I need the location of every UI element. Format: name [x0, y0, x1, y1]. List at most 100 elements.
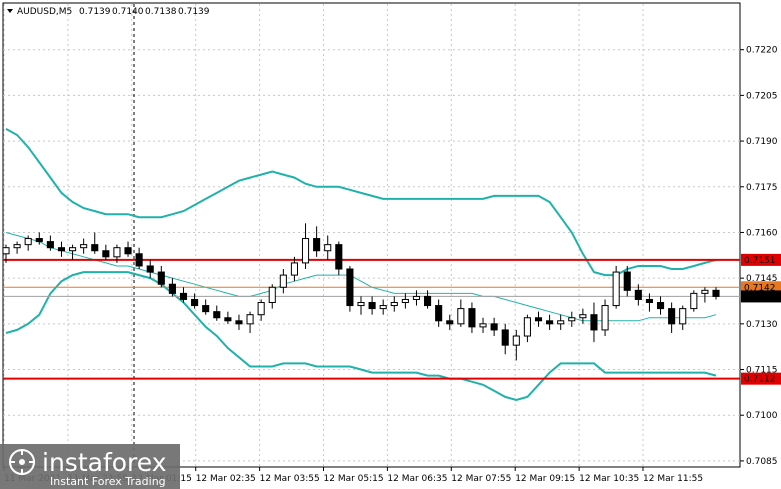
watermark-brand: instaforex — [42, 448, 167, 477]
candle-body — [168, 283, 176, 294]
candle-body — [2, 247, 10, 255]
candle-body — [191, 298, 199, 307]
candle-body — [579, 314, 587, 319]
ohlc-open: 0.7139 — [79, 7, 111, 17]
candle-body — [224, 317, 232, 322]
candle-body — [279, 274, 287, 288]
candle-body — [13, 244, 21, 249]
y-tick-label: 0.7220 — [746, 46, 778, 56]
candle-body — [523, 317, 531, 337]
candle-body — [546, 320, 554, 325]
candle-body — [102, 250, 110, 258]
candle-body — [435, 305, 443, 322]
x-tick-label: 12 Mar 02:35 — [196, 474, 256, 484]
instaforex-logo-icon — [9, 449, 35, 475]
candle-body — [202, 305, 210, 313]
y-tick-label: 0.7085 — [746, 457, 778, 467]
ohlc-close: 0.7139 — [178, 7, 210, 17]
candle-body — [634, 289, 642, 300]
indicators — [5, 128, 717, 402]
symbol-label: AUDUSD,M5 — [17, 7, 72, 17]
candle-body — [645, 298, 653, 304]
current-price-tag-bg — [741, 290, 781, 303]
candle-body — [668, 308, 676, 325]
candle-body — [568, 317, 576, 322]
y-tick-label: 0.7100 — [746, 411, 778, 421]
x-tick-label: 12 Mar 11:55 — [643, 474, 703, 484]
candle-body — [601, 305, 609, 331]
candle-body — [656, 302, 665, 310]
y-tick-label: 0.7160 — [746, 228, 778, 238]
candle-body — [290, 262, 298, 276]
candle-body — [468, 308, 476, 328]
x-tick-label: 12 Mar 03:55 — [260, 474, 320, 484]
watermark-background — [0, 444, 180, 489]
candles — [2, 223, 720, 361]
candle-body — [690, 292, 698, 310]
candle-body — [257, 302, 265, 316]
candle-body — [335, 244, 343, 270]
candle-body — [512, 335, 520, 346]
candle-body — [446, 320, 454, 325]
candle-body — [557, 320, 565, 325]
candle-body — [534, 317, 543, 322]
candle-body — [401, 298, 409, 304]
candle-body — [379, 305, 387, 310]
candle-body — [390, 302, 398, 307]
y-tick-label: 0.7145 — [746, 274, 778, 284]
candle-body — [135, 253, 143, 267]
candle-body — [424, 295, 432, 307]
y-tick-label: 0.7115 — [746, 366, 778, 376]
candle-body — [457, 308, 465, 325]
candle-body — [80, 244, 88, 249]
level-tag-bg — [741, 372, 781, 385]
watermark-tagline: Instant Forex Trading — [50, 475, 166, 488]
candle-body — [179, 292, 188, 300]
candle-body — [113, 247, 121, 258]
candle-body — [679, 308, 687, 325]
candle-body — [623, 271, 631, 291]
candle-body — [91, 244, 99, 252]
ask-price-tag-bg — [741, 281, 781, 294]
candle-body — [479, 323, 487, 328]
candle-body — [501, 329, 509, 346]
candle-body — [268, 286, 276, 304]
candle-body — [157, 271, 165, 285]
candle-body — [590, 314, 598, 331]
candle-body — [368, 302, 376, 310]
candle-body — [412, 295, 421, 300]
candle-body — [46, 241, 54, 249]
plot-frame — [2, 2, 741, 468]
candle-body — [301, 238, 310, 264]
candle-body — [490, 323, 498, 331]
current-price-tag: 0.7139 — [744, 292, 776, 302]
candle-body — [57, 247, 66, 252]
candle-body — [213, 311, 221, 319]
level-tag: 0.7151 — [744, 256, 776, 266]
y-tick-label: 0.7175 — [746, 183, 778, 193]
candle-body — [612, 271, 620, 307]
y-tick-label: 0.7190 — [746, 137, 778, 147]
candle-body — [35, 238, 43, 243]
bollinger-lower-line — [5, 271, 717, 402]
y-tick-label: 0.7130 — [746, 320, 778, 330]
candle-body — [701, 289, 709, 294]
candle-body — [346, 268, 354, 307]
ohlc-low: 0.7138 — [145, 7, 177, 17]
y-tick-label: 0.7205 — [746, 91, 778, 101]
ohlc-high: 0.7140 — [112, 7, 144, 17]
candle-body — [124, 247, 132, 255]
candle-body — [146, 265, 154, 273]
candle-body — [69, 247, 77, 252]
candle-body — [324, 244, 332, 252]
x-tick-label: 12 Mar 05:15 — [324, 474, 384, 484]
candle-body — [357, 302, 365, 307]
y-axis: 0.72200.72050.71900.71750.71600.71450.71… — [740, 46, 781, 467]
candle-body — [246, 314, 254, 325]
x-tick-label: 12 Mar 09:15 — [515, 474, 575, 484]
dropdown-triangle-icon[interactable] — [7, 9, 13, 13]
grid — [3, 4, 740, 467]
ask-price-tag: 0.7142 — [744, 283, 776, 293]
